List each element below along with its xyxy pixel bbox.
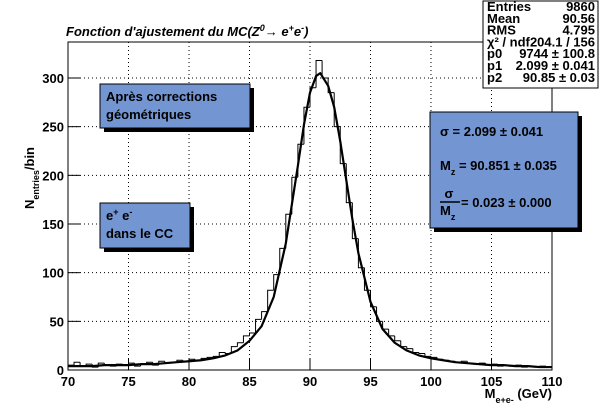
- fit-curve: [68, 72, 552, 369]
- y-tick-label: 50: [50, 314, 64, 329]
- stats-value: 9860: [566, 0, 595, 14]
- histogram-bin: [327, 78, 335, 94]
- text-part: -: [129, 207, 132, 217]
- y-tick-label: 300: [42, 71, 64, 86]
- text-part: σ = 2.099 ± 0.041: [440, 124, 543, 139]
- histogram-bin: [73, 361, 81, 366]
- text-part: z: [451, 167, 456, 177]
- text-part: +: [113, 207, 118, 217]
- y-tick-label: 200: [42, 168, 64, 183]
- stats-name: RMS: [487, 23, 516, 38]
- box-text: géométriques: [106, 107, 191, 122]
- x-axis-label: Me+e- (GeV): [485, 386, 552, 405]
- text-part: e: [119, 208, 130, 223]
- histogram-bin: [255, 318, 262, 334]
- stats-value: 2.099 ± 0.041: [516, 58, 595, 73]
- text-part: e+e-: [495, 395, 513, 405]
- text-part: M: [485, 386, 496, 401]
- text-part: entries: [31, 170, 41, 200]
- x-tick-label: 110: [542, 374, 563, 389]
- box-text: Après corrections: [106, 89, 217, 104]
- histogram-bin: [309, 87, 317, 108]
- corrections-box: [99, 83, 251, 129]
- histogram-bin: [418, 352, 425, 354]
- box-text: e+ e-: [106, 207, 132, 223]
- text-part: = 90.851 ± 0.035: [455, 158, 556, 173]
- histogram-bin: [394, 335, 401, 342]
- histogram-bin: [236, 342, 244, 347]
- stats-name: Mean: [487, 11, 520, 26]
- histogram-bin: [206, 356, 214, 359]
- text-part: dans le CC: [106, 226, 174, 241]
- text-part: e: [106, 208, 113, 223]
- text-part: -: [301, 23, 304, 33]
- stats-value: 90.85 ± 0.03: [523, 70, 595, 85]
- text-part: N: [22, 200, 37, 209]
- fraction-numerator: σ: [445, 186, 454, 201]
- histogram-bin: [249, 332, 256, 336]
- y-axis-label: Nentries/bin: [22, 147, 41, 209]
- stats-name: χ² / ndf: [487, 34, 531, 49]
- x-tick-label: 80: [182, 374, 196, 389]
- y-tick-label: 0: [57, 363, 64, 378]
- stats-name: p0: [487, 46, 502, 61]
- histogram-bin: [230, 346, 238, 354]
- box-text: Mz = 90.851 ± 0.035: [440, 158, 557, 177]
- x-tick-label: 105: [481, 374, 503, 389]
- text-part: → e: [265, 24, 289, 39]
- box-text: σ = 2.099 ± 0.041: [440, 124, 543, 139]
- x-tick-label: 100: [420, 374, 442, 389]
- box-text: dans le CC: [106, 226, 174, 241]
- stats-name: Entries: [487, 0, 531, 14]
- stats-value: 90.56: [562, 11, 595, 26]
- text-part: 0: [260, 23, 265, 33]
- x-tick-label: 75: [121, 374, 135, 389]
- histogram-bin: [261, 311, 268, 320]
- histogram-bin: [267, 289, 274, 312]
- histogram-bin: [218, 351, 226, 357]
- text-part: ): [302, 24, 308, 39]
- text-part: (GeV): [514, 386, 552, 401]
- stats-value: 4.795: [562, 23, 595, 38]
- histogram-bin: [406, 346, 413, 350]
- fit-box: [429, 111, 579, 229]
- y-tick-label: 150: [42, 217, 64, 232]
- histogram-bin: [242, 335, 250, 343]
- x-tick-label: 95: [363, 374, 377, 389]
- stats-name: p1: [487, 58, 502, 73]
- y-tick-label: 100: [42, 266, 64, 281]
- text-part: M: [440, 203, 451, 218]
- histogram-bin: [370, 290, 377, 308]
- stats-value: 9744 ± 100.8: [519, 46, 595, 61]
- text-part: e: [294, 24, 301, 39]
- text-part: /bin: [22, 147, 37, 170]
- text-part: z: [451, 212, 456, 222]
- stats-box: [482, 0, 599, 89]
- histogram-bin: [376, 306, 383, 322]
- x-tick-label: 85: [242, 374, 256, 389]
- x-tick-label: 70: [61, 374, 75, 389]
- chart-title: Fonction d'ajustement du MC(Z0→ e+e-): [66, 23, 308, 39]
- stats-name: p2: [487, 70, 502, 85]
- text-part: Fonction d'ajustement du MC(Z: [66, 24, 261, 39]
- fraction-rest: = 0.023 ± 0.000: [461, 195, 552, 210]
- text-part: +: [289, 23, 295, 33]
- y-tick-label: 250: [42, 120, 64, 135]
- text-part: M: [440, 158, 451, 173]
- x-tick-label: 90: [303, 374, 317, 389]
- stats-value: 204.1 / 156: [530, 34, 595, 49]
- cc-box: [99, 202, 191, 249]
- fraction-denominator: Mz: [440, 203, 456, 222]
